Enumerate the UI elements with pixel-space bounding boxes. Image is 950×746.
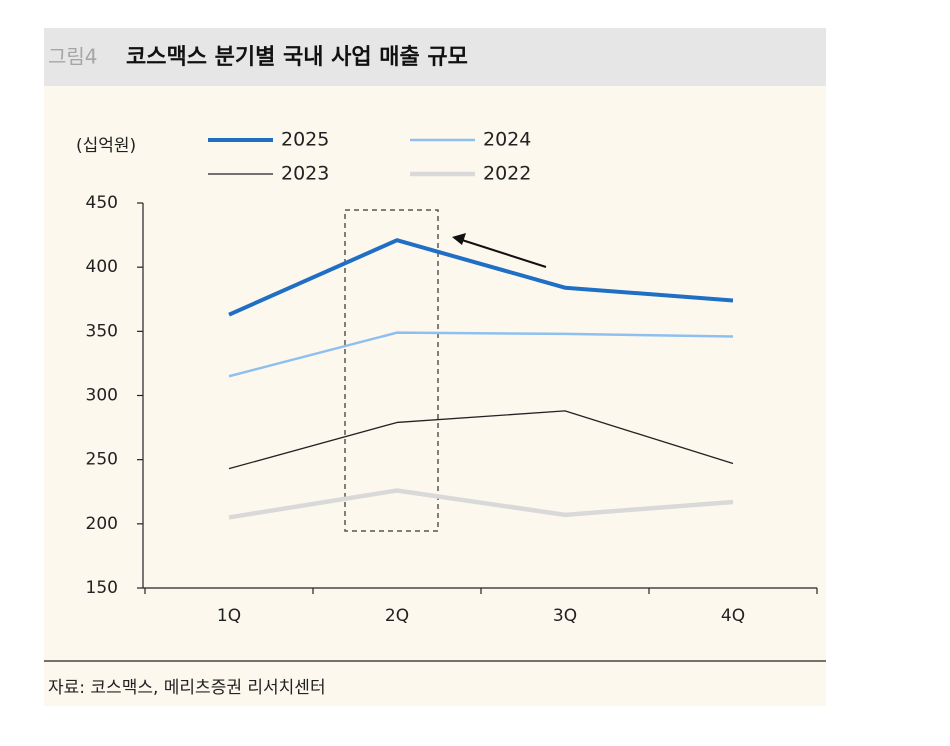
x-tick-label: 2Q [385, 606, 409, 626]
title-bar [44, 28, 826, 86]
y-tick-label: 250 [86, 450, 118, 470]
data-line [228, 238, 734, 317]
data-line [228, 488, 734, 520]
y-tick-label: 150 [86, 578, 118, 598]
chart-background [44, 86, 826, 706]
highlight-box [344, 209, 439, 532]
legend-label: 2025 [281, 129, 329, 151]
chart-title: 코스맥스 분기별 국내 사업 매출 규모 [126, 45, 468, 70]
x-tick-label: 3Q [553, 606, 577, 626]
y-unit: (십억원) [76, 136, 136, 156]
source: 자료: 코스맥스, 메리츠증권 리서치센터 [48, 678, 326, 698]
legend-label: 2024 [483, 129, 531, 151]
x-tick-label: 1Q [217, 606, 241, 626]
y-tick-label: 400 [86, 257, 118, 277]
data-line [228, 410, 734, 470]
y-tick-label: 450 [86, 193, 118, 213]
x-tick-label: 4Q [721, 606, 745, 626]
legend-label: 2022 [483, 163, 531, 185]
data-line [228, 331, 734, 378]
y-tick-label: 350 [86, 321, 118, 341]
figure-label: 그림4 [48, 45, 98, 69]
y-tick-label: 200 [86, 514, 118, 534]
annotation-arrow [461, 239, 547, 268]
arrow-head [452, 233, 466, 245]
y-tick-label: 300 [86, 386, 118, 406]
legend-label: 2023 [281, 163, 329, 185]
